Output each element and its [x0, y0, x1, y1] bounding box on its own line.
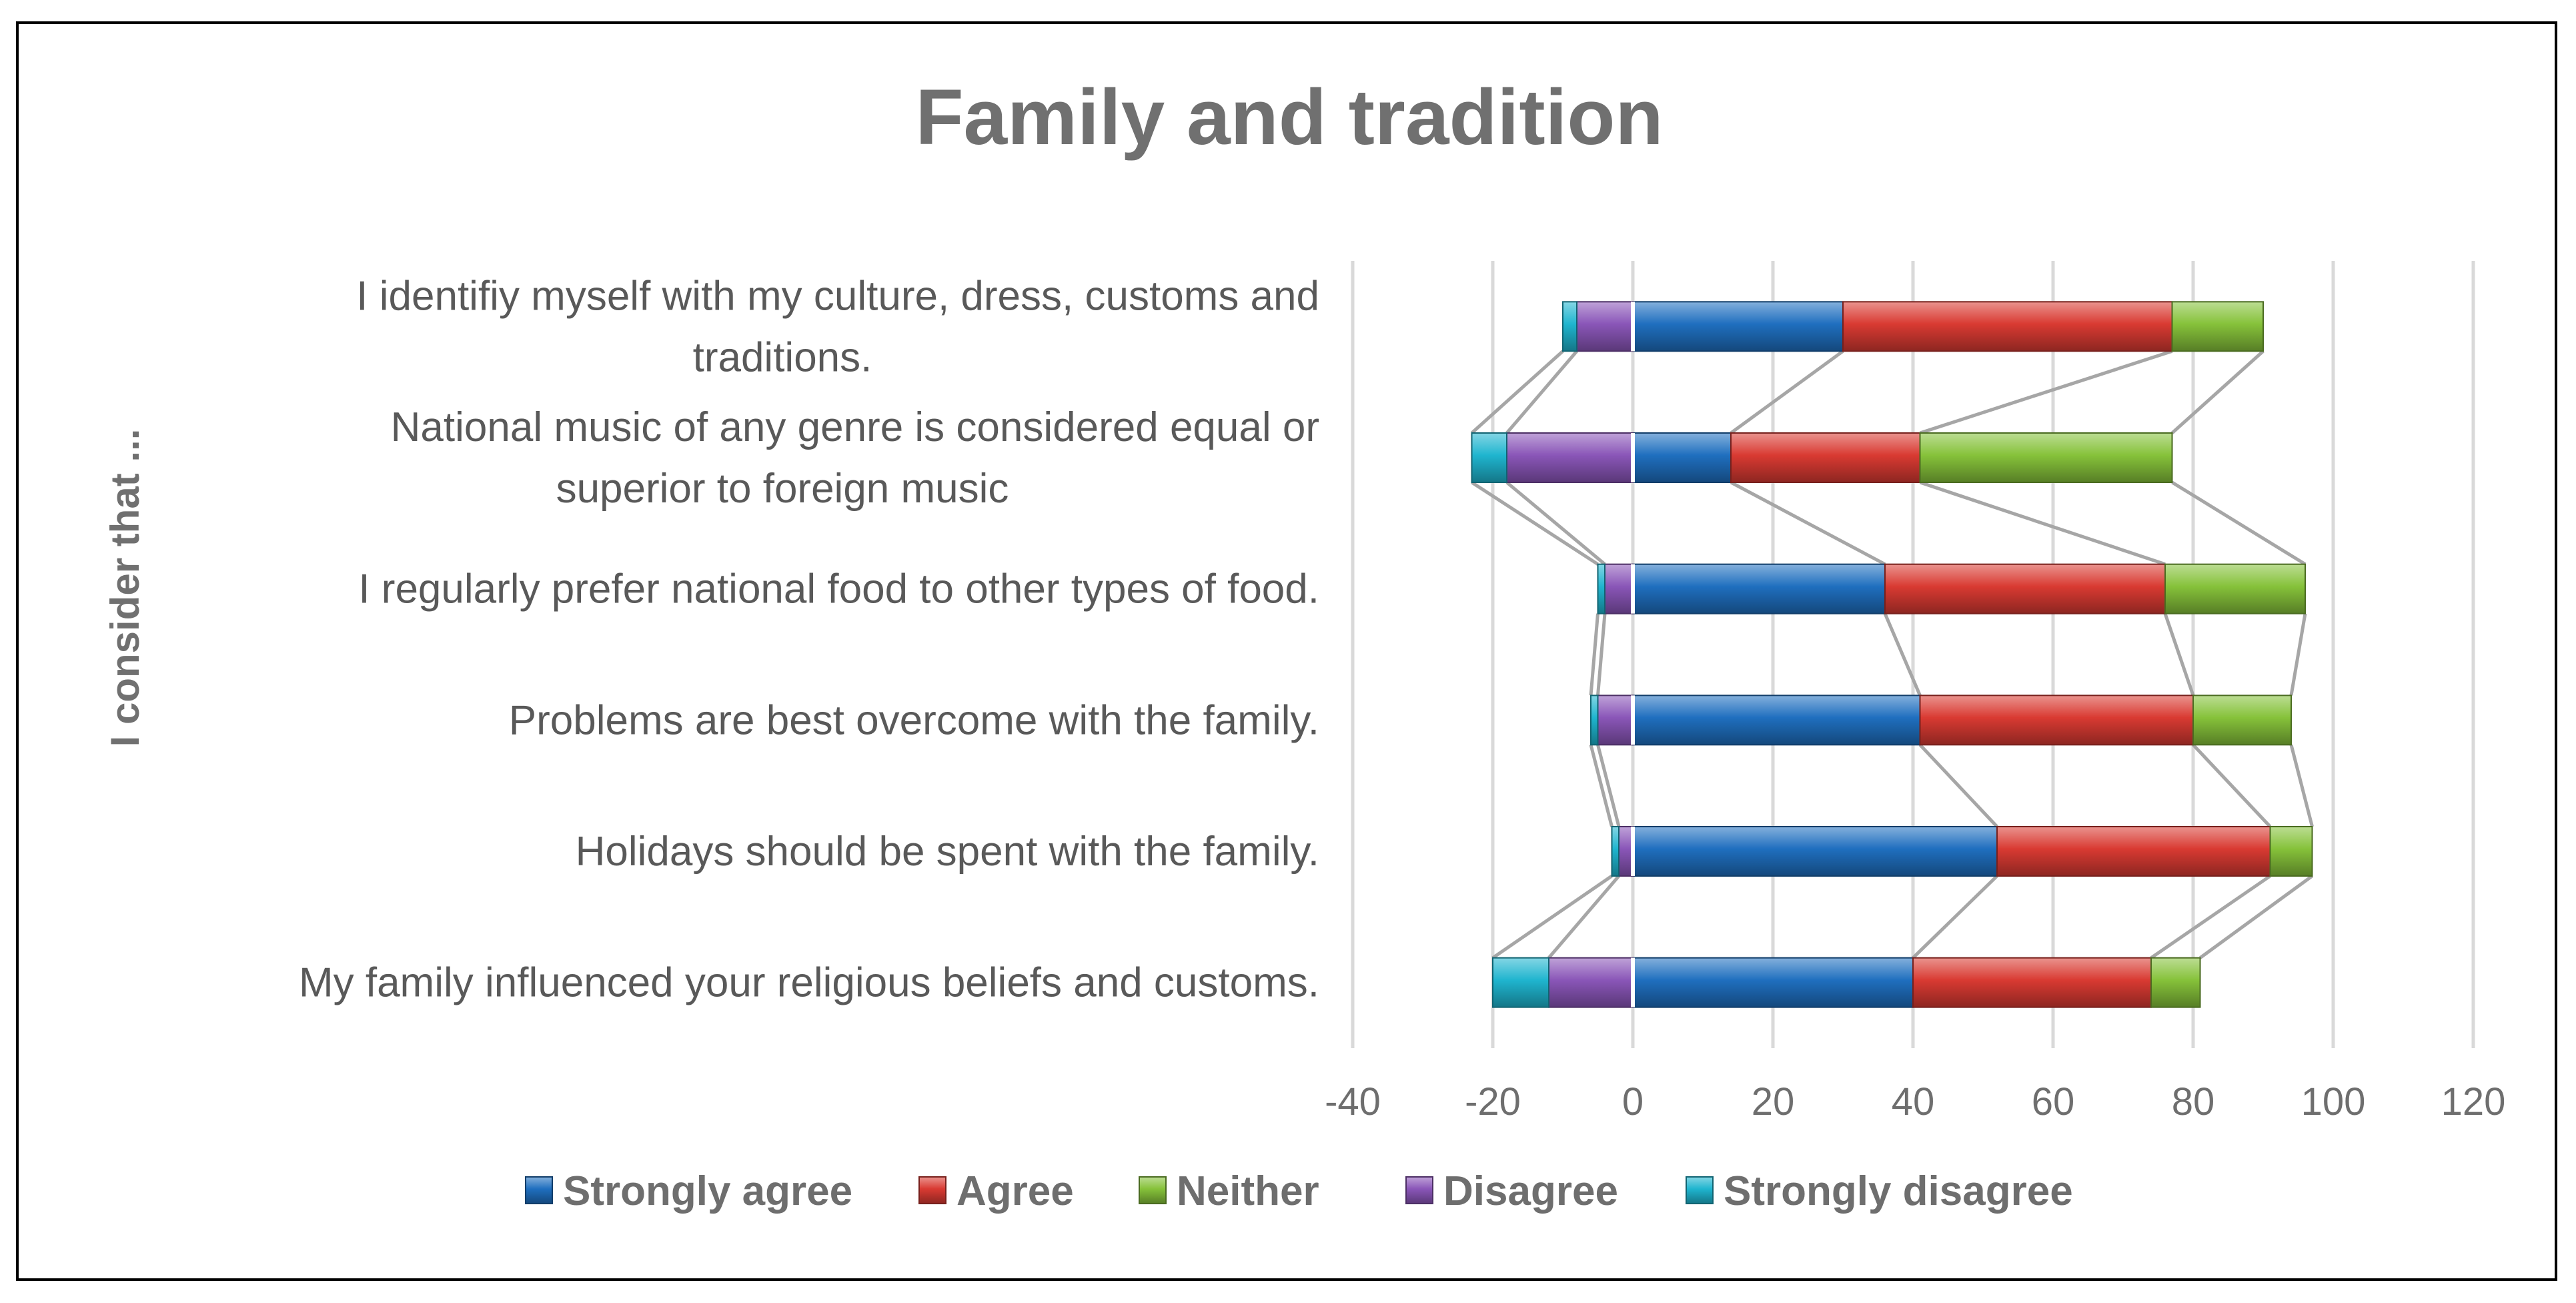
- connector-layer: [1470, 349, 2314, 959]
- series-line: [1471, 480, 1599, 566]
- chart-svg: Family and tradition I consider that ...…: [103, 73, 2505, 1214]
- grid-layer: [1351, 261, 2475, 1048]
- series-line: [1589, 744, 1614, 827]
- legend: Strongly agree Agree Neither Disagree Strong…: [525, 1168, 2073, 1214]
- legend-swatch: [1139, 1176, 1167, 1204]
- y-axis-title: I consider that ...: [103, 429, 147, 747]
- legend-item-agree: Agree: [918, 1168, 1074, 1214]
- legend-label: Strongly disagree: [1724, 1168, 2073, 1214]
- bar-agree: [1912, 957, 2152, 1008]
- bar-agree: [1842, 301, 2173, 352]
- bar-strongly-disagree: [1492, 957, 1549, 1008]
- x-tick-label: 100: [2301, 1080, 2366, 1124]
- bar-disagree: [1597, 695, 1634, 746]
- category-label: Holidays should be spent with the family…: [576, 829, 1319, 875]
- x-tick-label: -20: [1465, 1080, 1521, 1124]
- series-line: [2289, 613, 2307, 696]
- category-label: My family influenced your religious beli…: [299, 960, 1319, 1006]
- tick-label-layer: -40 -20 0 20 40 60 80 100 120: [1325, 1080, 2505, 1124]
- legend-item-disagree: Disagree: [1405, 1168, 1618, 1214]
- series-line: [2171, 480, 2307, 566]
- bar-disagree: [1576, 301, 1634, 352]
- series-line: [2199, 874, 2313, 959]
- bar-strongly-agree: [1632, 301, 1844, 352]
- series-line: [1505, 481, 1606, 566]
- legend-label: Strongly agree: [563, 1168, 852, 1214]
- x-tick-label: 60: [2032, 1080, 2075, 1124]
- legend-swatch: [1686, 1176, 1714, 1204]
- category-label: traditions.: [693, 334, 872, 380]
- category-label: Problems are best overcome with the fami…: [509, 697, 1319, 743]
- series-line: [1912, 875, 1998, 959]
- bar-disagree: [1618, 826, 1634, 877]
- series-line: [1919, 480, 2166, 566]
- legend-item-strongly-agree: Strongly agree: [525, 1168, 852, 1214]
- legend-label: Disagree: [1443, 1168, 1618, 1214]
- x-tick-label: 40: [1892, 1080, 1935, 1124]
- category-label-layer: I identifiy myself with my culture, dres…: [299, 273, 1319, 1005]
- series-line: [2192, 743, 2272, 828]
- x-tick-label: 20: [1752, 1080, 1795, 1124]
- bar-strongly-disagree: [1590, 695, 1599, 746]
- legend-label: Neither: [1177, 1168, 1319, 1214]
- series-line: [1491, 874, 1613, 959]
- legend-label: Agree: [956, 1168, 1074, 1214]
- bar-strongly-agree: [1632, 826, 1998, 877]
- chart-frame: Family and tradition I consider that ...…: [16, 21, 2557, 1281]
- category-label: I identifiy myself with my culture, dres…: [356, 273, 1319, 319]
- bar-strongly-disagree: [1562, 301, 1577, 352]
- category-label: I regularly prefer national food to othe…: [358, 566, 1319, 612]
- series-line: [1505, 350, 1578, 434]
- bar-agree: [1919, 695, 2194, 746]
- legend-swatch: [918, 1176, 946, 1204]
- legend-item-strongly-disagree: Strongly disagree: [1686, 1168, 2073, 1214]
- bar-neither: [2171, 301, 2264, 352]
- bar-strongly-disagree: [1471, 432, 1507, 483]
- series-line: [2289, 744, 2314, 827]
- series-line: [1883, 612, 1922, 697]
- series-line: [2170, 350, 2265, 434]
- bar-strongly-disagree: [1597, 563, 1605, 614]
- bar-disagree: [1548, 957, 1634, 1008]
- series-line: [1919, 349, 2173, 435]
- bar-strongly-disagree: [1611, 826, 1620, 877]
- bar-strongly-agree: [1632, 957, 1914, 1008]
- series-line: [1730, 480, 1886, 566]
- bar-layer: [1471, 301, 2313, 1008]
- bar-neither: [2269, 826, 2313, 877]
- bar-neither: [2150, 957, 2201, 1008]
- series-line: [2150, 874, 2271, 959]
- bar-neither: [2192, 695, 2292, 746]
- bar-strongly-agree: [1632, 432, 1732, 483]
- bar-neither: [1919, 432, 2173, 483]
- series-line: [1470, 350, 1564, 434]
- bar-strongly-agree: [1632, 563, 1886, 614]
- category-label: superior to foreign music: [556, 466, 1009, 512]
- bar-agree: [1730, 432, 1921, 483]
- x-tick-label: -40: [1325, 1080, 1381, 1124]
- series-line: [1596, 744, 1621, 827]
- x-tick-label: 120: [2441, 1080, 2506, 1124]
- series-line: [1596, 613, 1607, 696]
- series-line: [1730, 350, 1844, 435]
- category-label: National music of any genre is considere…: [391, 404, 1319, 450]
- series-line: [1918, 743, 1998, 828]
- legend-swatch: [525, 1176, 553, 1204]
- x-tick-label: 0: [1622, 1080, 1644, 1124]
- legend-item-neither: Neither: [1139, 1168, 1319, 1214]
- bar-disagree: [1506, 432, 1634, 483]
- series-line: [1547, 875, 1620, 959]
- series-line: [1589, 613, 1599, 696]
- bar-agree: [1996, 826, 2271, 877]
- legend-swatch: [1405, 1176, 1433, 1204]
- x-tick-label: 80: [2172, 1080, 2215, 1124]
- series-line: [2163, 612, 2195, 697]
- chart-title: Family and tradition: [915, 73, 1663, 161]
- bar-strongly-agree: [1632, 695, 1921, 746]
- bar-neither: [2164, 563, 2306, 614]
- bar-agree: [1884, 563, 2166, 614]
- bar-disagree: [1604, 563, 1634, 614]
